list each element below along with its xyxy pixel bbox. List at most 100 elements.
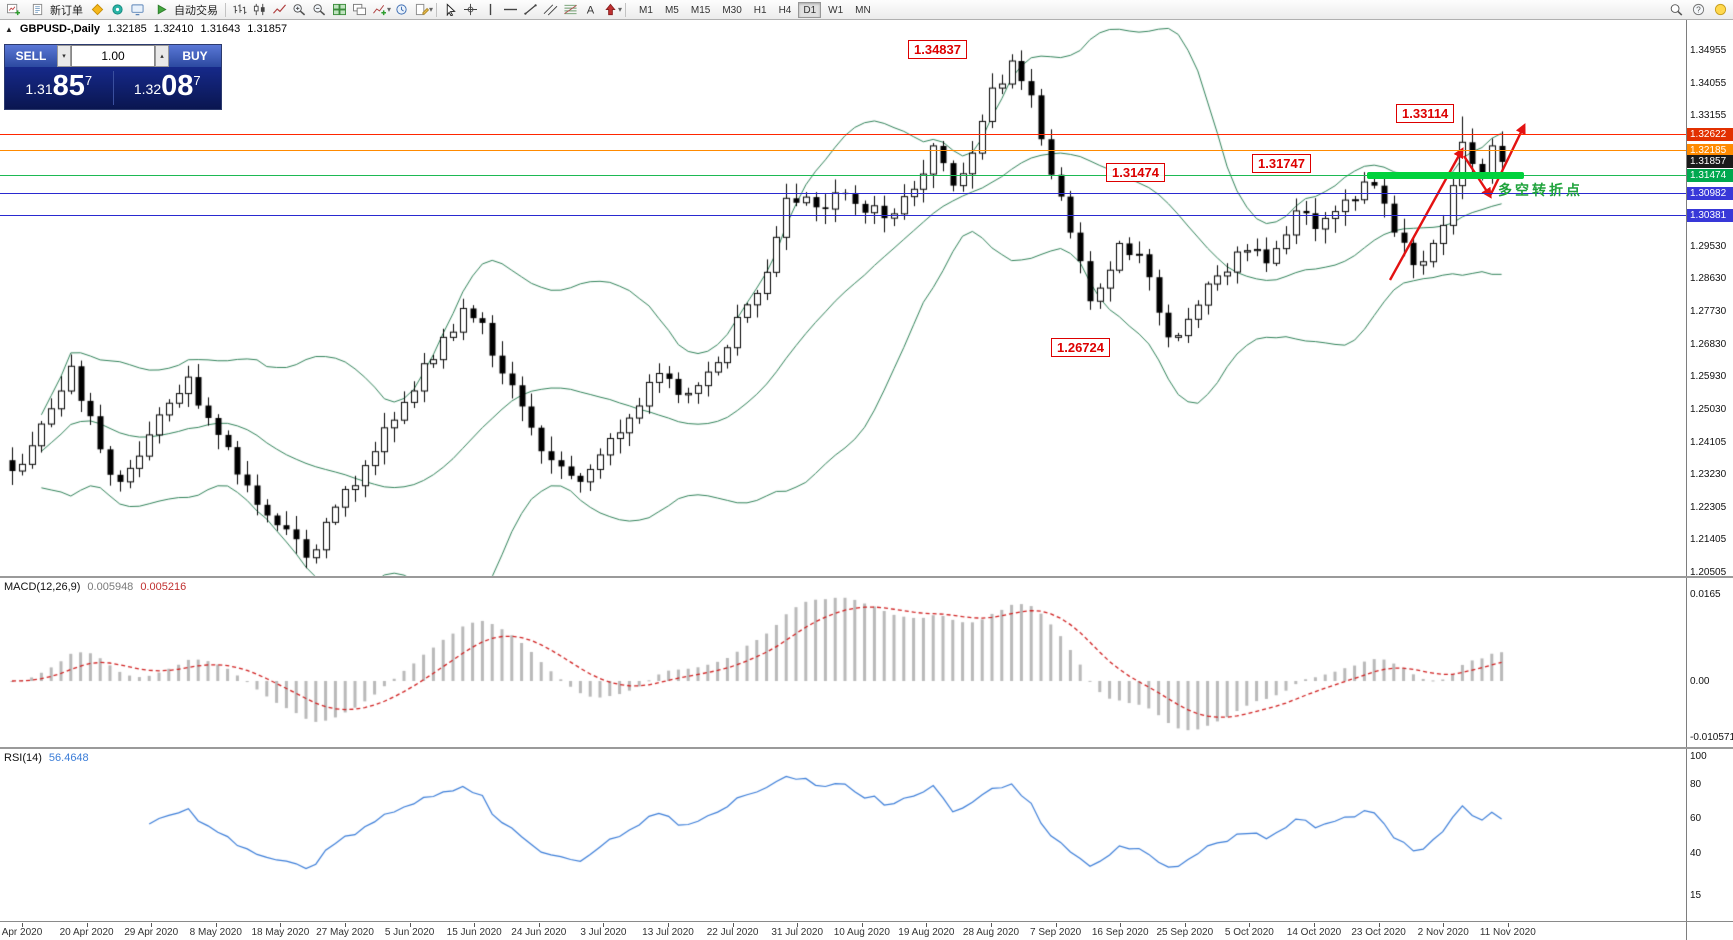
price-chart-canvas[interactable] (0, 20, 1686, 940)
candlestick-chart-type-icon[interactable] (249, 1, 269, 19)
toolbar-separator (625, 2, 627, 17)
timeframe-D1[interactable]: D1 (798, 1, 822, 18)
ohlc-open: 1.32185 (107, 23, 147, 35)
sell-price-fraction: 7 (84, 73, 93, 88)
timeframe-M15[interactable]: M15 (690, 4, 711, 16)
price-scale-label: 1.34055 (1690, 77, 1727, 89)
signals-icon[interactable] (107, 1, 127, 19)
timeframe-W1[interactable]: W1 (828, 4, 844, 16)
fibonacci-icon[interactable] (560, 1, 580, 19)
volume-decrease-button[interactable]: ▾ (57, 45, 71, 67)
search-icon[interactable] (1666, 1, 1686, 19)
cascade-windows-icon[interactable] (349, 1, 369, 19)
market-icon[interactable] (87, 1, 107, 19)
price-scale-label: 1.20505 (1690, 567, 1727, 578)
buy-button[interactable]: BUY (169, 45, 221, 67)
horizontal-level-line (0, 133, 1686, 135)
main-toolbar: 新订单 自动交易 ▾ ▾ A ▾ M1 M5 M15 M30 H1 H4 D1 W1 MN ? (0, 0, 1733, 20)
price-scale-badge: 1.32622 (1687, 127, 1733, 141)
panel-separator-main-macd[interactable] (0, 576, 1733, 578)
zoom-out-icon[interactable] (309, 1, 329, 19)
date-axis-label: 10 Aug 2020 (833, 927, 890, 938)
date-tick (215, 923, 217, 927)
line-chart-type-icon[interactable] (269, 1, 289, 19)
rsi-label-row: RSI(14) 56.4648 (4, 752, 89, 764)
auto-trading-button[interactable]: 自动交易 (147, 1, 222, 19)
rsi-scale-label: 60 (1690, 813, 1702, 825)
support-zone-bar (1367, 172, 1524, 180)
date-axis-label: 13 Jul 2020 (642, 927, 694, 938)
time-axis[interactable] (0, 923, 1686, 940)
rsi-value: 56.4648 (48, 752, 89, 764)
date-tick (345, 923, 346, 927)
macd-main-value: 0.005948 (87, 581, 134, 593)
chinese-annotation: 多空转折点 (1498, 182, 1583, 198)
price-scale-label: 1.25930 (1690, 371, 1727, 383)
date-axis-label: 5 Jun 2020 (384, 927, 435, 938)
volume-increase-button[interactable]: ▴ (155, 45, 169, 67)
arrows-tool-icon[interactable] (600, 1, 620, 19)
new-order-button[interactable]: 新订单 (23, 1, 87, 19)
macd-scale-label: -0.010571 (1690, 732, 1733, 744)
timeframe-H1[interactable]: H1 (753, 4, 767, 16)
date-tick (1120, 923, 1122, 927)
bar-chart-type-icon[interactable] (229, 1, 249, 19)
new-chart-icon[interactable] (3, 1, 23, 19)
price-scale-label: 1.22305 (1690, 501, 1727, 513)
date-axis-label: 20 Apr 2020 (59, 927, 114, 938)
timeframe-MN[interactable]: MN (855, 4, 871, 16)
zoom-in-icon[interactable] (289, 1, 309, 19)
date-tick (409, 923, 411, 927)
chevron-down-icon[interactable]: ▾ (429, 5, 434, 14)
buy-price-fraction: 7 (193, 73, 201, 88)
price-scale-label: 1.26830 (1690, 338, 1727, 350)
crosshair-icon[interactable] (460, 1, 480, 19)
rsi-scale-label: 40 (1690, 847, 1702, 859)
trendline-icon[interactable] (520, 1, 540, 19)
vertical-line-icon[interactable] (480, 1, 500, 19)
date-axis-label: 14 Oct 2020 (1286, 927, 1342, 938)
chevron-down-icon[interactable]: ▾ (387, 5, 392, 14)
cycles-icon[interactable] (391, 1, 411, 19)
help-icon[interactable]: ? (1688, 1, 1708, 19)
date-axis-label: 15 Jun 2020 (446, 927, 502, 938)
tile-windows-icon[interactable] (329, 1, 349, 19)
one-click-toggle-icon[interactable]: ▲ (5, 24, 13, 34)
toolbar-right-group: ? (1666, 1, 1730, 19)
virtual-hosting-icon[interactable] (127, 1, 147, 19)
price-scale-label: 1.23230 (1690, 468, 1727, 480)
date-axis-label: 18 May 2020 (251, 927, 310, 938)
price-callout: 1.31747 (1252, 154, 1311, 173)
timeframe-M5[interactable]: M5 (664, 4, 679, 16)
macd-scale-label: 0.0165 (1690, 588, 1721, 600)
volume-input[interactable] (71, 45, 155, 67)
add-indicator-icon[interactable] (369, 1, 389, 19)
svg-text:A: A (586, 5, 594, 16)
price-scale-badge: 1.30381 (1687, 208, 1733, 222)
timeframe-M30[interactable]: M30 (722, 4, 742, 16)
price-scale-label: 1.27730 (1690, 306, 1727, 317)
ohlc-low: 1.31643 (200, 23, 241, 35)
date-axis-label: 19 Aug 2020 (898, 927, 955, 938)
cursor-icon[interactable] (440, 1, 460, 19)
price-scale-badge: 1.32185 (1687, 143, 1733, 157)
date-tick (151, 923, 153, 927)
horizontal-line-icon[interactable] (500, 1, 520, 19)
alerts-icon[interactable] (1710, 1, 1730, 19)
svg-text:?: ? (1696, 4, 1701, 14)
templates-icon[interactable] (411, 1, 431, 19)
date-tick (1378, 923, 1380, 927)
sell-button[interactable]: SELL (5, 45, 57, 67)
text-tool-icon[interactable]: A (580, 1, 600, 19)
date-tick (538, 923, 540, 927)
timeframe-H4[interactable]: H4 (778, 4, 792, 16)
date-tick (991, 923, 992, 927)
timeframe-M1[interactable]: M1 (639, 4, 653, 16)
chevron-down-icon[interactable]: ▾ (618, 5, 623, 14)
panel-separator-macd-rsi[interactable] (0, 747, 1733, 749)
date-tick (797, 923, 799, 927)
channel-icon[interactable] (540, 1, 560, 19)
date-axis-label: 22 Jul 2020 (706, 927, 759, 938)
price-callout: 1.33114 (1396, 104, 1455, 123)
date-tick (86, 923, 88, 927)
